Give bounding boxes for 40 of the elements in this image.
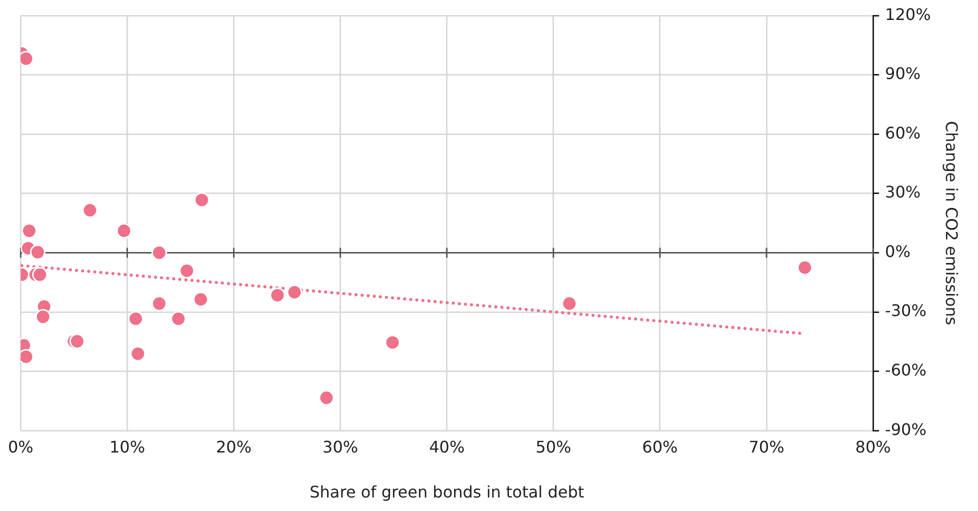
point bbox=[318, 390, 334, 406]
y-tick-label: 120% bbox=[885, 4, 931, 24]
x-tick-label: 30% bbox=[322, 437, 358, 456]
point bbox=[82, 202, 98, 218]
x-tick-label: 20% bbox=[216, 437, 252, 456]
y-tick-label: 90% bbox=[885, 64, 921, 84]
point bbox=[32, 266, 48, 282]
point bbox=[128, 311, 144, 326]
y-tick-label: 30% bbox=[885, 182, 921, 202]
point bbox=[797, 260, 813, 276]
point bbox=[170, 311, 186, 326]
x-tick-label: 80% bbox=[855, 437, 891, 456]
x-axis-title: Share of green bonds in total debt bbox=[310, 482, 584, 502]
x-tick-label: 50% bbox=[536, 437, 572, 456]
point bbox=[562, 296, 578, 312]
x-tick-label: 40% bbox=[429, 437, 465, 456]
point bbox=[286, 284, 302, 300]
y-tick-label: -90% bbox=[885, 420, 926, 439]
x-tick-label: 0% bbox=[8, 437, 34, 456]
point bbox=[69, 334, 85, 350]
point bbox=[151, 296, 167, 312]
y-tick-label: -30% bbox=[885, 301, 926, 320]
point bbox=[179, 262, 195, 278]
y-tick-label: -60% bbox=[885, 360, 926, 380]
point bbox=[35, 309, 51, 325]
x-tick-label: 10% bbox=[109, 437, 146, 456]
point bbox=[193, 292, 209, 308]
x-tick-label: 70% bbox=[748, 437, 784, 456]
point bbox=[151, 244, 167, 260]
y-tick-label: 0% bbox=[885, 242, 910, 261]
point bbox=[130, 346, 146, 362]
point bbox=[30, 244, 46, 260]
y-axis-title: Change in CO2 emissions bbox=[942, 120, 962, 326]
point bbox=[194, 192, 210, 208]
y-tick-label: 60% bbox=[885, 123, 921, 142]
point bbox=[270, 287, 286, 303]
point bbox=[384, 334, 400, 350]
x-tick-label: 60% bbox=[642, 437, 678, 456]
point bbox=[116, 223, 132, 239]
point bbox=[21, 223, 37, 239]
